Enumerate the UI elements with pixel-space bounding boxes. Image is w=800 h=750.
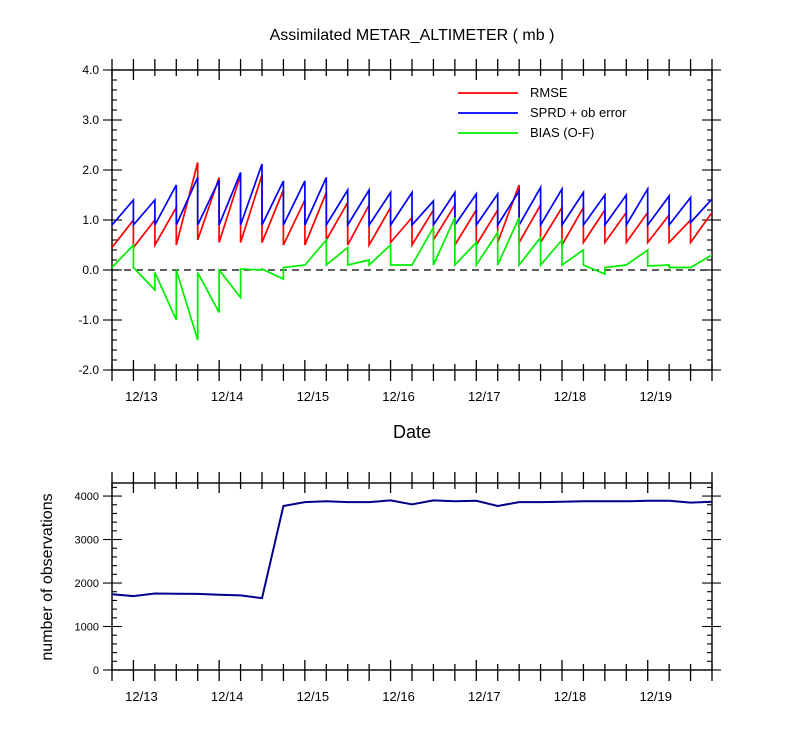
x-tick-label: 12/15 (297, 389, 330, 404)
x-tick-label: 12/19 (639, 389, 672, 404)
y-tick-label: 4000 (75, 491, 99, 503)
y-tick-label: 1000 (75, 622, 99, 634)
plot-frame (111, 482, 713, 671)
x-tick-label: 12/18 (554, 689, 587, 704)
x-tick-label: 12/16 (382, 689, 415, 704)
legend-label: SPRD + ob error (530, 105, 627, 120)
y-tick-label: -2.0 (78, 363, 99, 377)
y-tick-label: 4.0 (82, 63, 99, 77)
y-tick-label: 3000 (75, 535, 99, 547)
x-tick-label: 12/17 (468, 689, 501, 704)
legend-label: RMSE (530, 85, 568, 100)
y-tick-label: 2000 (75, 578, 99, 590)
series-line-sprd-ob-error (111, 163, 713, 229)
top-chart: 12/13 12/14 12/15 12/16 12/17 12/18 12/19 -2.0 -… (78, 59, 721, 404)
legend: RMSE SPRD + ob error BIAS (O-F) (458, 85, 627, 140)
y-tick-label: 2.0 (82, 163, 99, 177)
top-x-axis-label: Date (393, 422, 431, 442)
x-tick-label: 12/14 (211, 689, 244, 704)
bottom-chart: 12/13 12/14 12/15 12/16 12/17 12/18 12/19 0 1000… (75, 472, 721, 704)
x-tick-label: 12/17 (468, 389, 501, 404)
y-tick-label: 0.0 (82, 263, 99, 277)
legend-label: BIAS (O-F) (530, 125, 594, 140)
x-tick-label: 12/16 (382, 389, 415, 404)
x-tick-label: 12/14 (211, 389, 244, 404)
x-tick-label: 12/15 (297, 689, 330, 704)
series-line-bias-o-f (111, 217, 713, 341)
y-tick-label: 0 (93, 665, 99, 677)
x-tick-label: 12/13 (125, 689, 158, 704)
x-tick-label: 12/19 (639, 689, 672, 704)
series-line-observations (111, 499, 713, 600)
y-tick-label: 1.0 (82, 213, 99, 227)
y-tick-label: -1.0 (78, 313, 99, 327)
bottom-y-axis-label: number of observations (39, 493, 56, 660)
chart-title: Assimilated METAR_ALTIMETER ( mb ) (270, 27, 555, 44)
x-tick-label: 12/18 (554, 389, 587, 404)
y-tick-label: 3.0 (82, 113, 99, 127)
x-tick-label: 12/13 (125, 389, 158, 404)
